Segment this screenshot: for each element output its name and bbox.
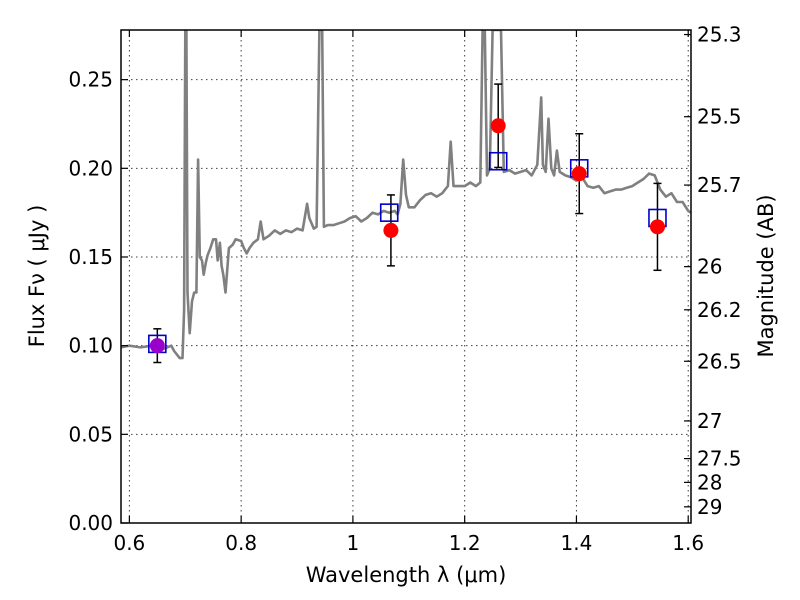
right-tick-label: 25.5 xyxy=(697,105,742,129)
model-point xyxy=(488,151,508,171)
observed-point xyxy=(383,222,399,238)
right-tick-label: 29 xyxy=(697,495,722,519)
observed-point xyxy=(149,338,165,354)
model-point xyxy=(379,203,399,222)
x-tick-label: 1.6 xyxy=(672,531,704,555)
right-tick-label: 27 xyxy=(697,409,722,433)
observed-point xyxy=(571,166,587,182)
right-tick-label: 26 xyxy=(697,255,722,279)
right-tick-label: 28 xyxy=(697,470,722,494)
x-tick-label: 1.2 xyxy=(449,531,481,555)
errorbar-layer xyxy=(153,83,662,364)
y-tick-label: 0.05 xyxy=(68,422,113,446)
right-tick-label: 25.3 xyxy=(697,23,742,47)
circle-layer xyxy=(149,118,665,354)
plot-frame xyxy=(120,29,692,524)
right-tick-label: 25.7 xyxy=(697,173,742,197)
y-tick-label: 0.20 xyxy=(68,156,113,180)
observed-point xyxy=(649,219,665,235)
y-tick-label: 0.10 xyxy=(68,334,113,358)
x-tick-label: 0.6 xyxy=(113,531,145,555)
square-layer xyxy=(148,151,667,354)
right-axis-title: Magnitude (AB) xyxy=(754,194,778,357)
y-tick-label: 0.25 xyxy=(68,68,113,92)
x-tick-label: 0.8 xyxy=(225,531,257,555)
x-tick-labels: 0.6 0.8 1 1.2 1.4 1.6 xyxy=(113,531,704,555)
right-tick-label: 26.5 xyxy=(697,349,742,373)
spectrum-line xyxy=(121,30,691,360)
y-tick-label: 0.00 xyxy=(68,511,113,535)
x-tick-label: 1 xyxy=(347,531,360,555)
x-axis-title: Wavelength λ (μm) xyxy=(306,563,507,587)
right-tick-label: 26.2 xyxy=(697,298,742,322)
observed-point xyxy=(490,118,506,134)
y-axis-title: Flux Fν ( μJy ) xyxy=(25,205,49,348)
grid xyxy=(121,30,691,524)
y-tick-label: 0.15 xyxy=(68,245,113,269)
spectrum-layer xyxy=(121,30,691,360)
x-tick-label: 1.4 xyxy=(561,531,593,555)
ticks xyxy=(121,30,691,524)
right-tick-label: 27.5 xyxy=(697,447,742,471)
y-tick-labels: 0.00 0.05 0.10 0.15 0.20 0.25 xyxy=(68,68,113,535)
